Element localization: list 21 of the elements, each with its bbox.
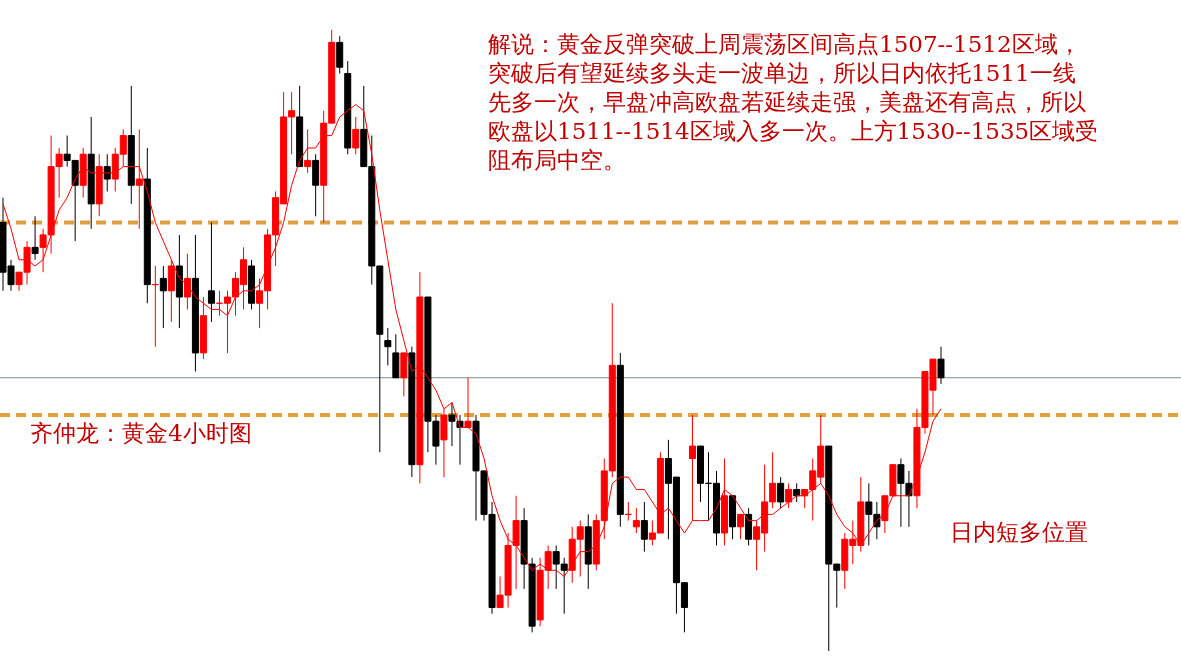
text: 日内短多位置 (950, 519, 1088, 545)
candlestick (183, 253, 191, 310)
candlestick (785, 482, 793, 509)
candlestick (103, 153, 111, 192)
candlestick (640, 501, 648, 553)
candlestick (135, 128, 143, 230)
candlestick (31, 215, 39, 261)
candlestick (304, 128, 312, 174)
candlestick (688, 414, 696, 522)
candlestick (937, 346, 945, 385)
candlestick (159, 265, 167, 329)
annotation: 解说：黄金反弹突破上周震荡区间高点1507--1512区域，突破后有望延续多头走一波单边，所以日内依托1511一线先多一次，早盘冲高欧盘若延续走强，美盘还有高点，所以欧盘以1511--1514区域入多一次。上方1530--1535区域受阻布局中空。 (488, 31, 1099, 173)
candlestick (464, 377, 472, 428)
candlestick (352, 116, 360, 155)
candlestick (207, 222, 215, 323)
candlestick (384, 327, 392, 366)
candlestick (737, 513, 745, 540)
candlestick (793, 482, 801, 503)
annotation: 齐仲龙：黄金4小时图 (30, 420, 252, 446)
candlestick (632, 507, 640, 534)
candlestick (777, 476, 785, 509)
